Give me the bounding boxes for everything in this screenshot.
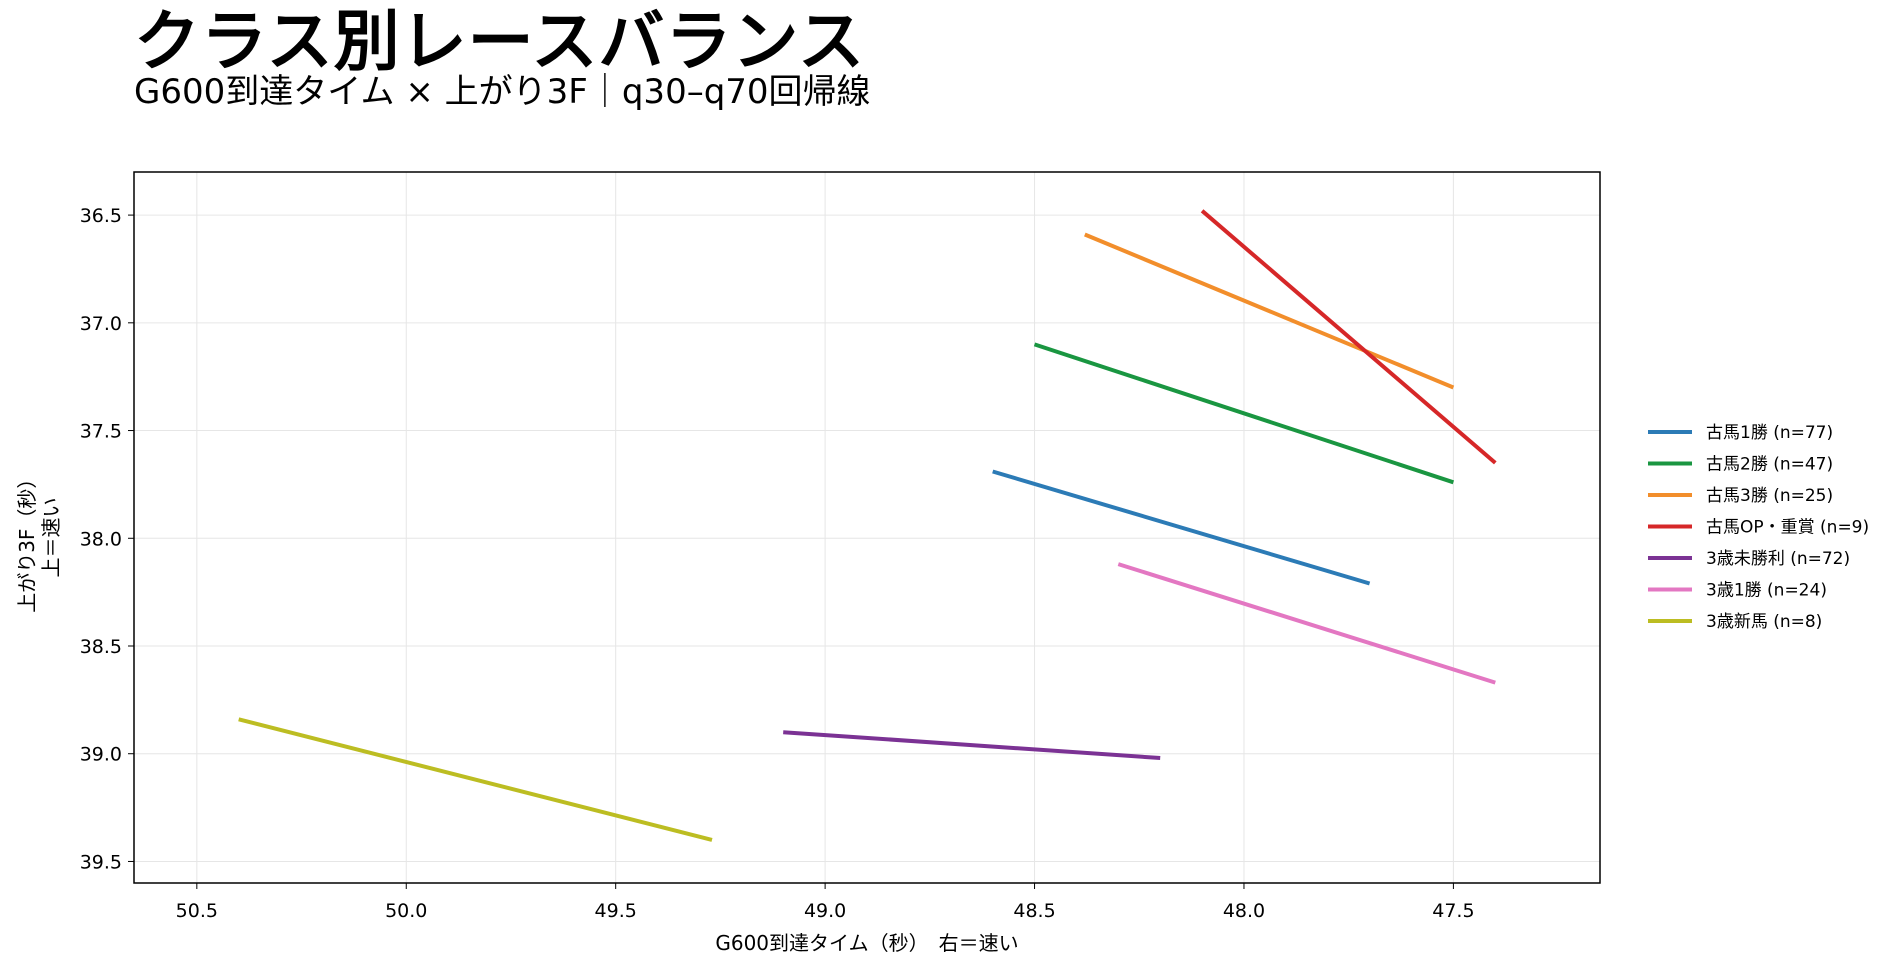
x-tick-label: 48.0 <box>1223 900 1265 922</box>
series-line-4 <box>783 730 1161 760</box>
chart-title: クラス別レースバランス <box>134 3 866 80</box>
legend-label-1: 古馬2勝 (n=47) <box>1706 455 1833 475</box>
y-tick-label: 39.0 <box>80 744 122 766</box>
series-line-1 <box>1033 342 1455 485</box>
y-axis-label-line-1: 上がり3F（秒） <box>15 469 39 613</box>
y-tick-label: 37.0 <box>80 313 122 335</box>
y-tick-label: 39.5 <box>80 851 122 873</box>
axis-ticks: 50.5 50.0 49.5 49.0 48.5 48.0 47.5 36.5 37.0 37.5… <box>80 205 1475 922</box>
y-tick-label: 36.5 <box>80 205 122 227</box>
series-line-3 <box>1200 209 1497 465</box>
x-tick-label: 49.0 <box>804 900 846 922</box>
y-tick-label: 37.5 <box>80 421 122 443</box>
x-tick-label: 48.5 <box>1013 900 1055 922</box>
legend-label-3: 古馬OP・重賞 (n=9) <box>1706 518 1869 538</box>
y-axis-label-line-2: 上＝速い <box>39 498 63 578</box>
series-line-2 <box>1084 232 1455 390</box>
chart-subtitle: G600到達タイム × 上がり3F｜q30–q70回帰線 <box>134 72 871 112</box>
x-tick-label: 47.5 <box>1432 900 1474 922</box>
series-lines <box>238 209 1497 842</box>
legend-label-6: 3歳新馬 (n=8) <box>1706 612 1822 632</box>
grid-lines <box>134 172 1600 883</box>
legend-label-5: 3歳1勝 (n=24) <box>1706 581 1827 601</box>
x-tick-label: 50.0 <box>385 900 427 922</box>
legend: 古馬1勝 (n=77) 古馬2勝 (n=47) 古馬3勝 (n=25) 古馬OP・重賞… <box>1648 423 1869 632</box>
series-line-5 <box>1117 562 1496 685</box>
plot-frame <box>133 171 1601 884</box>
y-axis-label: 上がり3F（秒） 上＝速い <box>15 462 63 613</box>
legend-label-0: 古馬1勝 (n=77) <box>1706 423 1833 443</box>
y-tick-label: 38.0 <box>80 528 122 550</box>
y-tick-label: 38.5 <box>80 636 122 658</box>
x-axis-label: G600到達タイム（秒） 右＝速い <box>715 931 1018 955</box>
series-line-0 <box>992 469 1371 586</box>
x-tick-label: 50.5 <box>176 900 218 922</box>
legend-label-2: 古馬3勝 (n=25) <box>1706 486 1833 506</box>
series-line-6 <box>238 717 713 842</box>
x-tick-label: 49.5 <box>595 900 637 922</box>
legend-label-4: 3歳未勝利 (n=72) <box>1706 549 1850 569</box>
